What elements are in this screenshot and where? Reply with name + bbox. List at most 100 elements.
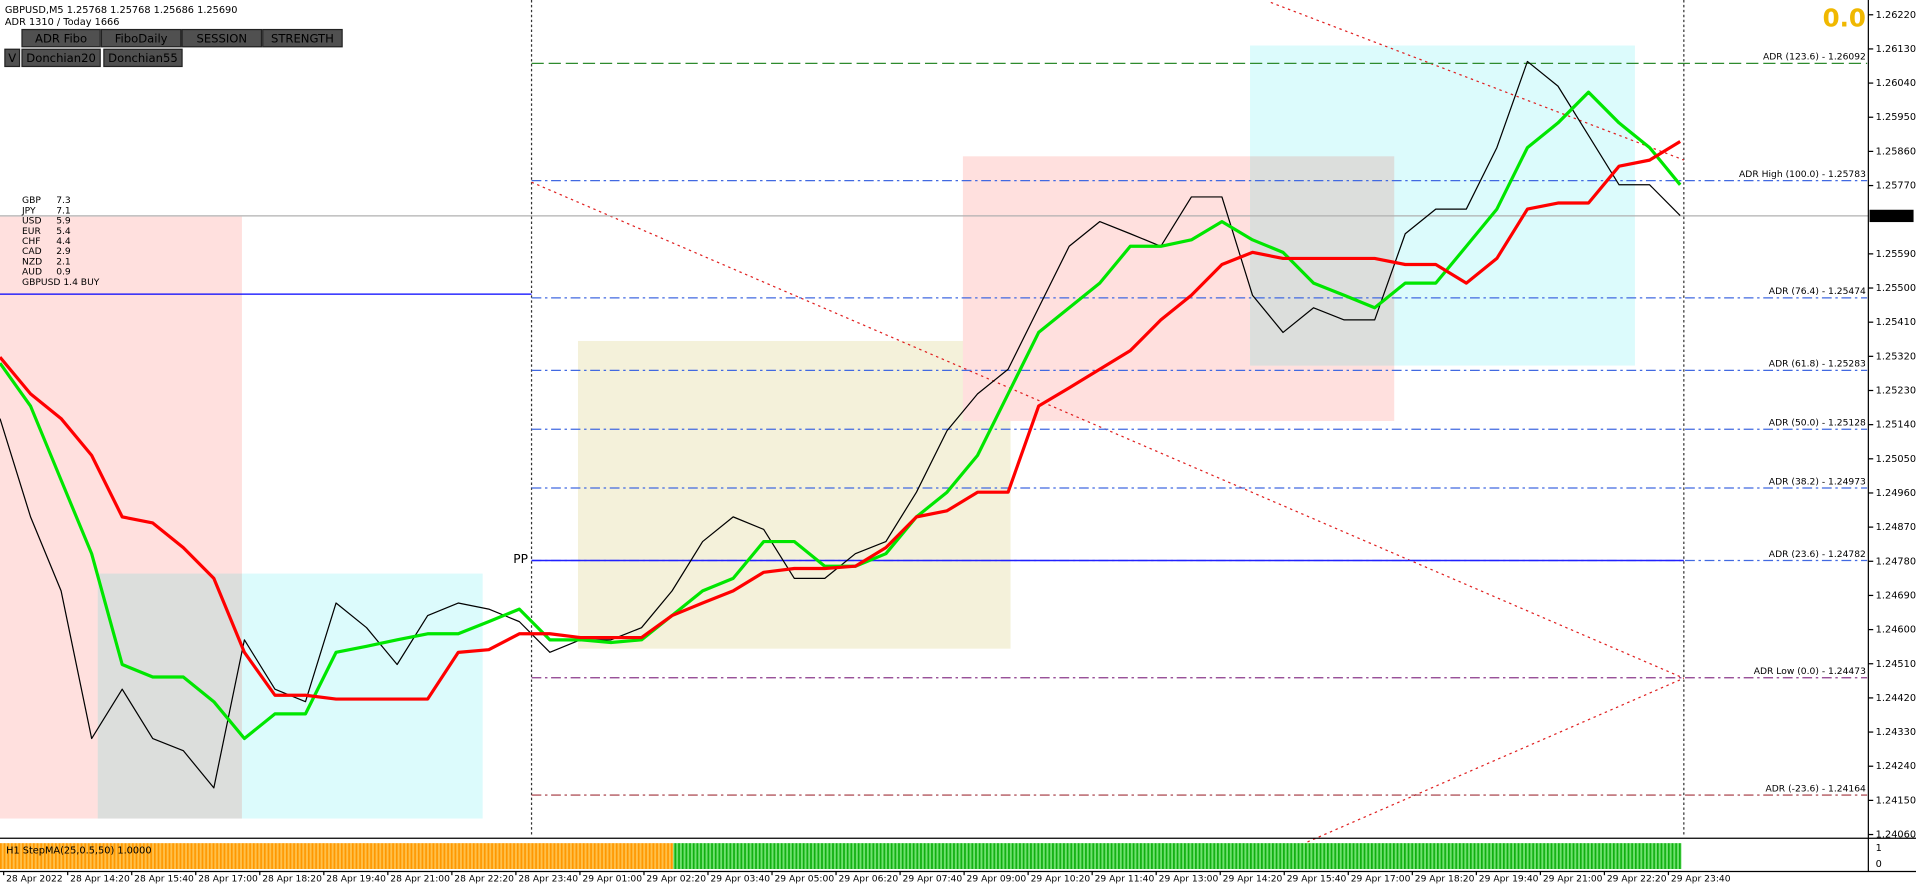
level-label: ADR Low (0.0) - 1.24473 — [1754, 666, 1866, 677]
x-tick-label: 28 Apr 17:00 — [198, 873, 258, 884]
indicator-label: H1 StepMA(25,0.5,50) 1.0000 — [6, 846, 151, 857]
level-label: ADR (38.2) - 1.24973 — [1769, 476, 1866, 487]
currency-strength: 2.9 — [56, 246, 71, 257]
toolbar-button[interactable] — [103, 48, 183, 68]
indicator-bars-up — [673, 843, 1682, 869]
signal-value: 0.0 — [1823, 4, 1866, 33]
pivot-label: PP — [513, 552, 528, 566]
y-tick-label: 1.25230 — [1876, 385, 1916, 396]
y-tick-label: 1.24960 — [1876, 488, 1916, 499]
session-box — [1250, 156, 1395, 366]
level-label: ADR (76.4) - 1.25474 — [1769, 286, 1866, 297]
currency-name: NZD — [22, 256, 42, 267]
toolbar-button-label[interactable]: STRENGTH — [271, 31, 334, 45]
x-tick-label: 29 Apr 01:00 — [582, 873, 642, 884]
session-box — [577, 340, 1011, 649]
indicator-bars-down — [0, 843, 674, 869]
currency-strength: 5.4 — [56, 226, 71, 237]
indicator-tick-label: 0 — [1876, 859, 1882, 870]
currency-name: JPY — [21, 205, 36, 216]
y-tick-label: 1.24150 — [1876, 795, 1916, 806]
strength-signal: GBPUSD 1.4 BUY — [22, 277, 100, 288]
y-tick-label: 1.25860 — [1876, 146, 1916, 157]
price-series — [0, 140, 1681, 701]
y-tick-label: 1.26040 — [1876, 78, 1916, 89]
x-tick-label: 28 Apr 14:20 — [70, 873, 130, 884]
trend-line — [1307, 677, 1685, 843]
x-tick-label: 28 Apr 15:40 — [134, 873, 194, 884]
x-tick-label: 29 Apr 02:20 — [646, 873, 706, 884]
x-tick-label: 29 Apr 22:20 — [1607, 873, 1667, 884]
x-tick-label: 28 Apr 2022 — [6, 873, 63, 884]
currency-name: CAD — [22, 246, 42, 257]
session-boxes — [0, 0, 1685, 843]
x-tick-label: 29 Apr 11:40 — [1095, 873, 1155, 884]
x-tick-label: 29 Apr 17:00 — [1351, 873, 1411, 884]
y-tick-label: 1.25950 — [1876, 112, 1916, 123]
trend-line — [531, 181, 1685, 679]
y-tick-label: 1.25410 — [1876, 317, 1916, 328]
x-tick-label: 29 Apr 03:40 — [710, 873, 770, 884]
level-label: ADR High (100.0) - 1.25783 — [1739, 169, 1866, 180]
y-tick-label: 1.24330 — [1876, 727, 1916, 738]
x-tick-label: 28 Apr 19:40 — [326, 873, 386, 884]
current-price-label: 1.25690 — [1873, 211, 1913, 222]
y-tick-label: 1.25590 — [1876, 249, 1916, 260]
y-tick-label: 1.26220 — [1876, 10, 1916, 21]
toolbar-button-label[interactable]: Donchian20 — [26, 51, 96, 65]
y-tick-label: 1.24420 — [1876, 693, 1916, 704]
y-tick-label: 1.25050 — [1876, 454, 1916, 465]
toolbar-button[interactable] — [262, 28, 343, 48]
current-price-box — [1869, 209, 1914, 223]
level-label: ADR (50.0) - 1.25128 — [1769, 418, 1866, 429]
level-label: ADR (61.8) - 1.25283 — [1769, 359, 1866, 370]
x-tick-label: 29 Apr 07:40 — [903, 873, 963, 884]
x-tick-label: 29 Apr 13:00 — [1159, 873, 1219, 884]
currency-strength: 5.9 — [56, 216, 71, 227]
y-tick-label: 1.24870 — [1876, 522, 1916, 533]
y-tick-label: 1.24060 — [1876, 830, 1916, 841]
toolbar-button-label[interactable]: Donchian55 — [108, 51, 178, 65]
toolbar-button[interactable] — [100, 28, 182, 48]
x-tick-label: 29 Apr 06:20 — [838, 873, 898, 884]
x-tick-label: 29 Apr 05:00 — [774, 873, 834, 884]
y-tick-label: 1.24600 — [1876, 625, 1916, 636]
x-tick-label: 29 Apr 19:40 — [1479, 873, 1539, 884]
x-tick-label: 29 Apr 10:20 — [1031, 873, 1091, 884]
y-tick-label: 1.25770 — [1876, 181, 1916, 192]
y-tick-label: 1.25140 — [1876, 420, 1916, 431]
x-tick-label: 28 Apr 18:20 — [262, 873, 322, 884]
toolbar-button[interactable] — [181, 28, 263, 48]
y-tick-label: 1.25320 — [1876, 351, 1916, 362]
currency-strength: 0.9 — [56, 267, 71, 278]
indicator-tick-label: 1 — [1876, 843, 1882, 854]
y-tick-label: 1.26130 — [1876, 44, 1916, 55]
y-tick-label: 1.24510 — [1876, 659, 1916, 670]
x-tick-label: 29 Apr 14:20 — [1223, 873, 1283, 884]
toolbar-button[interactable] — [4, 48, 21, 68]
toolbar-button[interactable] — [21, 28, 101, 48]
toolbar-button-label[interactable]: SESSION — [196, 31, 247, 45]
x-tick-label: 28 Apr 21:00 — [390, 873, 450, 884]
toolbar-button-label[interactable]: ADR Fibo — [35, 31, 87, 45]
y-tick-label: 1.24780 — [1876, 556, 1916, 567]
x-tick-label: 28 Apr 22:20 — [454, 873, 514, 884]
x-tick-label: 29 Apr 21:00 — [1543, 873, 1603, 884]
y-tick-label: 1.25500 — [1876, 283, 1916, 294]
currency-strength: 2.1 — [56, 256, 71, 267]
toolbar-button[interactable] — [21, 48, 101, 68]
toolbar-button-label[interactable]: FiboDaily — [115, 31, 168, 45]
session-box — [97, 573, 242, 819]
currency-name: USD — [22, 216, 42, 227]
overlay: 1.26220 1.26130 1.26040 1.25950 1.25860 1.257… — [3, 10, 1916, 884]
currency-name: CHF — [22, 236, 41, 247]
level-label: ADR (23.6) - 1.24782 — [1769, 549, 1866, 560]
toolbar-button-label[interactable]: V — [8, 51, 16, 65]
y-tick-label: 1.24240 — [1876, 761, 1916, 772]
currency-strength: 7.1 — [56, 205, 71, 216]
currency-name: GBP — [22, 195, 41, 206]
currency-name: AUD — [22, 267, 42, 278]
x-tick-label: 29 Apr 15:40 — [1287, 873, 1347, 884]
trend-line — [1270, 1, 1685, 161]
